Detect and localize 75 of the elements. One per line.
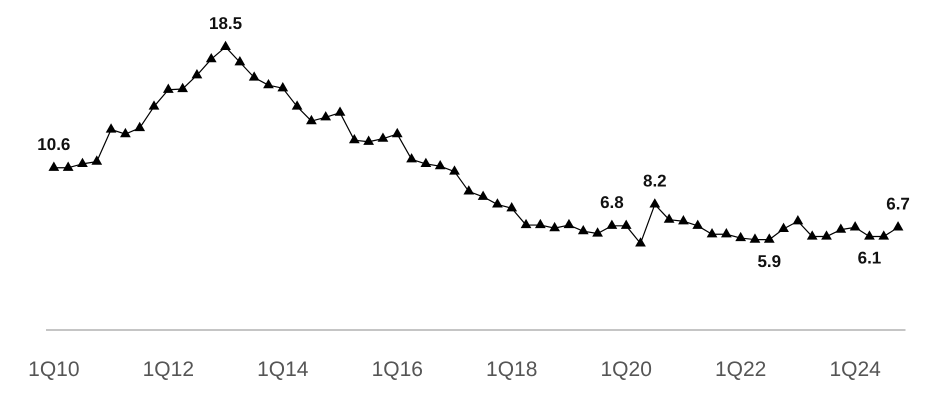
point bbox=[420, 158, 431, 168]
x-tick-label: 1Q16 bbox=[372, 358, 423, 382]
point bbox=[678, 216, 688, 224]
x-tick-label: 1Q24 bbox=[829, 358, 882, 382]
point bbox=[692, 220, 703, 229]
point bbox=[606, 220, 617, 229]
point bbox=[592, 228, 603, 237]
point bbox=[550, 222, 560, 232]
point bbox=[778, 223, 789, 232]
x-tick-label: 1Q18 bbox=[486, 358, 538, 382]
point bbox=[807, 230, 818, 240]
point bbox=[163, 84, 174, 93]
point bbox=[234, 56, 245, 66]
x-tick-label: 1Q14 bbox=[257, 358, 309, 382]
point bbox=[636, 238, 646, 247]
x-tick-label: 1Q12 bbox=[142, 358, 194, 382]
point bbox=[364, 136, 374, 145]
point bbox=[249, 72, 260, 81]
point bbox=[564, 219, 574, 228]
point bbox=[306, 115, 316, 124]
x-tick-label: 1Q22 bbox=[714, 358, 766, 382]
point bbox=[864, 230, 874, 240]
data-label: 6.1 bbox=[858, 248, 882, 268]
point bbox=[822, 230, 832, 240]
point bbox=[63, 162, 74, 171]
point bbox=[750, 234, 760, 243]
point bbox=[192, 70, 202, 78]
point bbox=[878, 230, 889, 240]
point bbox=[535, 219, 546, 228]
point bbox=[435, 160, 446, 170]
point bbox=[292, 100, 302, 110]
point bbox=[264, 80, 274, 88]
data-label: 8.2 bbox=[642, 172, 667, 191]
point bbox=[406, 154, 416, 162]
point bbox=[621, 220, 632, 229]
x-tick-label: 1Q10 bbox=[28, 358, 80, 382]
point bbox=[206, 54, 216, 62]
point bbox=[450, 166, 460, 175]
point bbox=[278, 82, 288, 92]
point bbox=[664, 214, 674, 223]
point bbox=[506, 202, 517, 212]
point bbox=[836, 224, 846, 233]
point bbox=[134, 122, 145, 132]
point bbox=[578, 226, 588, 234]
point bbox=[792, 216, 803, 224]
point bbox=[464, 186, 474, 195]
point bbox=[320, 112, 331, 120]
data-label: 10.6 bbox=[37, 134, 70, 154]
point bbox=[764, 234, 774, 243]
point bbox=[92, 156, 102, 165]
point bbox=[349, 134, 360, 144]
point bbox=[721, 228, 732, 238]
point bbox=[106, 124, 116, 133]
point bbox=[392, 128, 402, 138]
point bbox=[120, 128, 130, 138]
point bbox=[478, 191, 488, 200]
point bbox=[220, 41, 230, 50]
point bbox=[78, 158, 88, 168]
point bbox=[650, 198, 660, 208]
point bbox=[178, 83, 188, 92]
data-label: 6.7 bbox=[886, 194, 910, 214]
point bbox=[521, 219, 531, 228]
point bbox=[149, 100, 159, 110]
point bbox=[707, 228, 717, 238]
point bbox=[48, 162, 59, 171]
point bbox=[378, 133, 388, 142]
data-label: 6.8 bbox=[600, 193, 624, 212]
point bbox=[492, 198, 502, 208]
point bbox=[335, 107, 345, 116]
point bbox=[850, 222, 860, 230]
x-tick-label: 1Q20 bbox=[600, 358, 652, 382]
point bbox=[893, 222, 903, 230]
data-label: 18.5 bbox=[209, 14, 242, 34]
data-label: 5.9 bbox=[757, 252, 782, 271]
point bbox=[736, 232, 746, 242]
